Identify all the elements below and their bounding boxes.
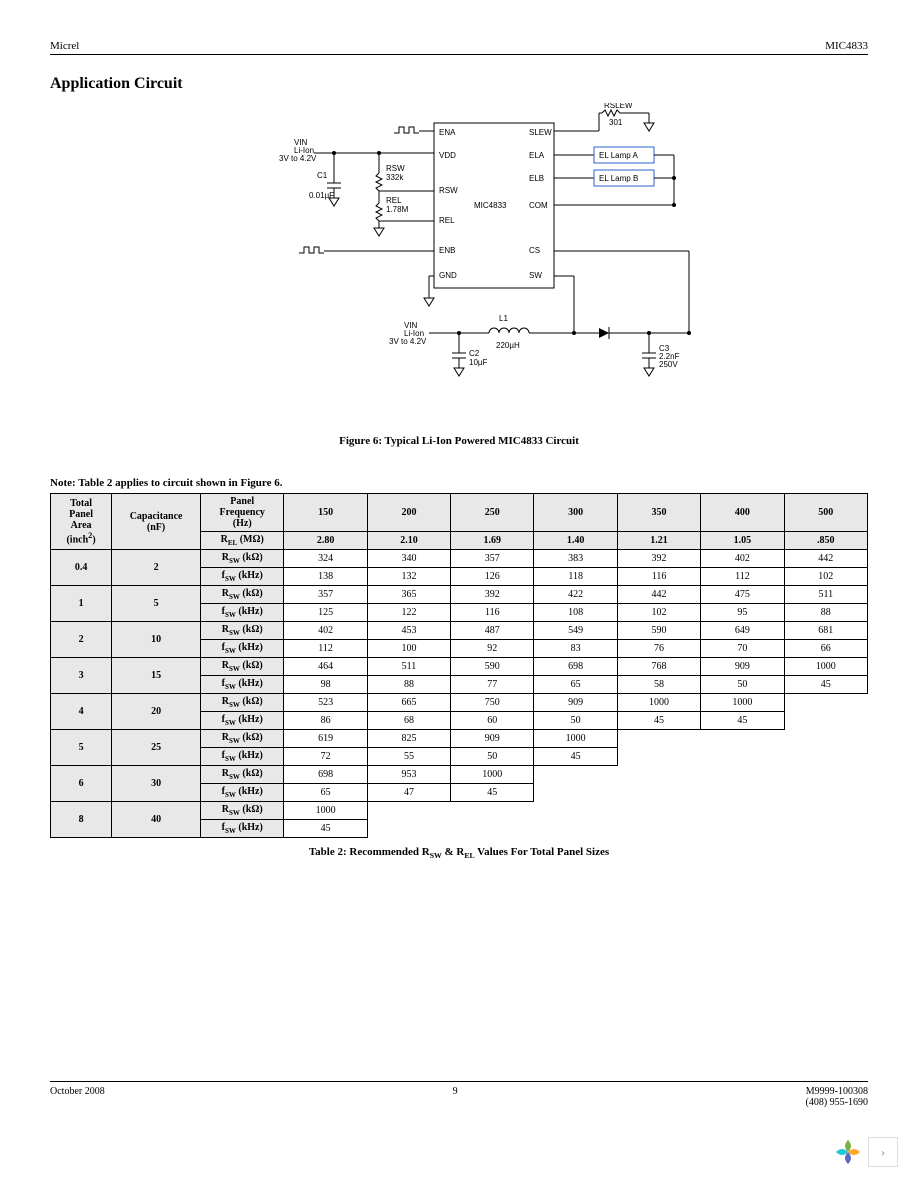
table-note: Note: Table 2 applies to circuit shown i… <box>50 477 868 489</box>
svg-text:GND: GND <box>439 271 457 280</box>
svg-text:3V to 4.2V: 3V to 4.2V <box>279 154 317 163</box>
next-page-button[interactable]: › <box>868 1137 898 1167</box>
svg-text:VDD: VDD <box>439 151 456 160</box>
svg-text:0.01µF: 0.01µF <box>309 191 334 200</box>
svg-text:C2: C2 <box>469 349 480 358</box>
table-caption: Table 2: Recommended RSW & REL Values Fo… <box>50 846 868 860</box>
svg-text:CS: CS <box>529 246 540 255</box>
footer-doc: M9999-100308 <box>806 1086 869 1097</box>
corner-widget: › <box>832 1136 898 1168</box>
header-left: Micrel <box>50 40 79 52</box>
circuit-diagram: MIC4833 ENA VDD RSW REL ENB GND SLEW ELA… <box>50 103 868 447</box>
svg-text:MIC4833: MIC4833 <box>474 201 507 210</box>
svg-text:250V: 250V <box>659 360 678 369</box>
footer-date: October 2008 <box>50 1086 105 1108</box>
svg-text:L1: L1 <box>499 314 508 323</box>
footer-page: 9 <box>453 1086 458 1108</box>
svg-text:220µH: 220µH <box>496 341 520 350</box>
section-title: Application Circuit <box>50 75 868 93</box>
svg-text:SLEW: SLEW <box>529 128 552 137</box>
svg-text:EL Lamp B: EL Lamp B <box>599 174 638 183</box>
page-footer: October 2008 9 M9999-100308 (408) 955-16… <box>50 1081 868 1108</box>
svg-text:RSW: RSW <box>386 164 405 173</box>
svg-text:10µF: 10µF <box>469 358 488 367</box>
svg-text:1.78M: 1.78M <box>386 205 409 214</box>
svg-text:301: 301 <box>609 118 623 127</box>
logo-icon <box>832 1136 864 1168</box>
header-right: MIC4833 <box>825 40 868 52</box>
svg-text:ELB: ELB <box>529 174 544 183</box>
svg-text:C1: C1 <box>317 171 328 180</box>
svg-text:SW: SW <box>529 271 542 280</box>
svg-text:ENA: ENA <box>439 128 456 137</box>
svg-text:ENB: ENB <box>439 246 455 255</box>
svg-text:REL: REL <box>386 196 402 205</box>
figure-caption: Figure 6: Typical Li-Ion Powered MIC4833… <box>50 435 868 447</box>
circuit-svg: MIC4833 ENA VDD RSW REL ENB GND SLEW ELA… <box>179 103 739 423</box>
svg-text:332k: 332k <box>386 173 404 182</box>
footer-phone: (408) 955-1690 <box>806 1097 869 1108</box>
footer-right: M9999-100308 (408) 955-1690 <box>806 1086 869 1108</box>
svg-text:ELA: ELA <box>529 151 545 160</box>
svg-text:3V to 4.2V: 3V to 4.2V <box>389 337 427 346</box>
svg-text:EL Lamp A: EL Lamp A <box>599 151 639 160</box>
svg-text:RSW: RSW <box>439 186 458 195</box>
table-caption-text: Table 2: Recommended RSW & REL Values Fo… <box>309 846 609 858</box>
table-2: TotalPanelArea(inch2)Capacitance(nF)Pane… <box>50 493 868 838</box>
svg-text:COM: COM <box>529 201 548 210</box>
svg-text:RSLEW: RSLEW <box>604 103 633 110</box>
svg-text:REL: REL <box>439 216 455 225</box>
page-header: Micrel MIC4833 <box>50 40 868 55</box>
